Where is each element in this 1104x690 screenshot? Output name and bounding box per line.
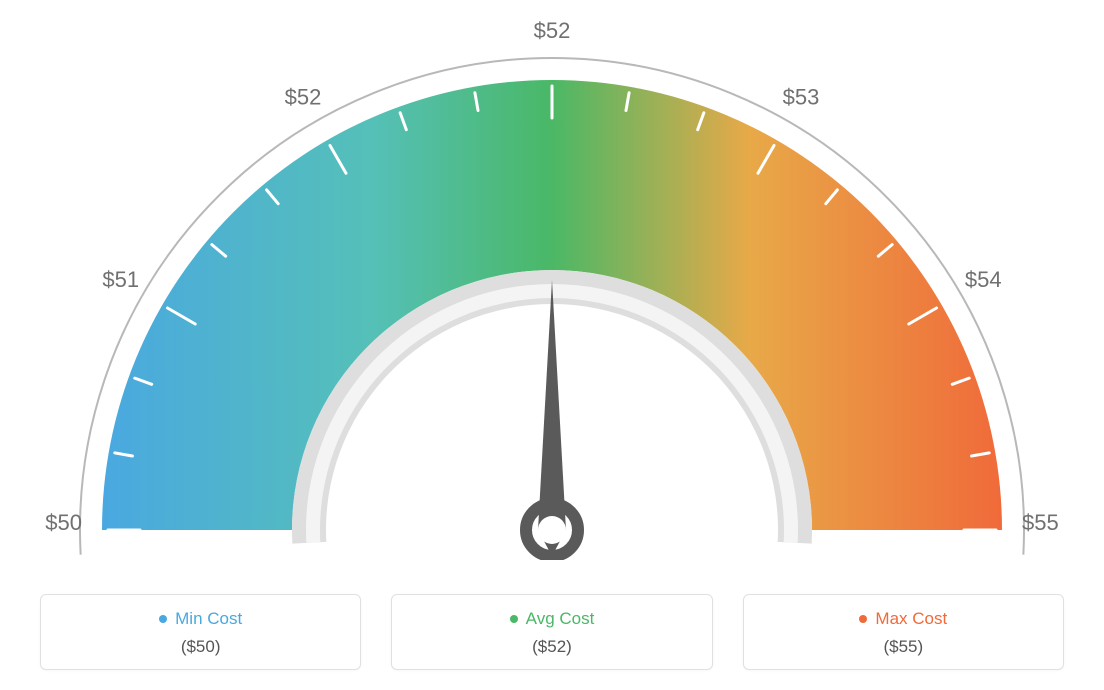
gauge-scale-label: $52 — [285, 85, 322, 110]
legend-dot-min — [159, 615, 167, 623]
legend-dot-max — [859, 615, 867, 623]
gauge-scale-label: $55 — [1022, 510, 1059, 535]
legend-label-max: Max Cost — [859, 609, 947, 629]
gauge-svg: $50 $51 $52 $52 $53 $54 $55 — [0, 0, 1104, 560]
cost-gauge-chart: $50 $51 $52 $52 $53 $54 $55 Min Cost ($50) Avg… — [0, 0, 1104, 690]
legend-text-avg: Avg Cost — [526, 609, 595, 629]
legend-value-avg: ($52) — [402, 637, 701, 657]
gauge-scale-label: $52 — [534, 18, 571, 43]
legend-text-max: Max Cost — [875, 609, 947, 629]
gauge-scale-label: $54 — [965, 267, 1002, 292]
legend-value-max: ($55) — [754, 637, 1053, 657]
legend-label-avg: Avg Cost — [510, 609, 595, 629]
legend-row: Min Cost ($50) Avg Cost ($52) Max Cost (… — [0, 594, 1104, 670]
legend-dot-avg — [510, 615, 518, 623]
legend-card-avg: Avg Cost ($52) — [391, 594, 712, 670]
legend-label-min: Min Cost — [159, 609, 242, 629]
legend-value-min: ($50) — [51, 637, 350, 657]
gauge-scale-label: $50 — [45, 510, 82, 535]
gauge-scale-label: $51 — [102, 267, 139, 292]
gauge-scale-label: $53 — [783, 85, 820, 110]
legend-text-min: Min Cost — [175, 609, 242, 629]
gauge-area: $50 $51 $52 $52 $53 $54 $55 — [0, 0, 1104, 560]
legend-card-max: Max Cost ($55) — [743, 594, 1064, 670]
legend-card-min: Min Cost ($50) — [40, 594, 361, 670]
